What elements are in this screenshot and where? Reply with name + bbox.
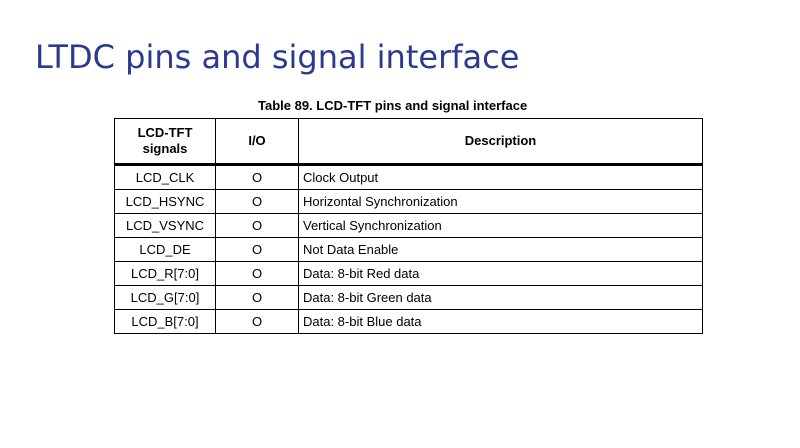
signal-cell: LCD_DE bbox=[114, 237, 216, 262]
description-cell: Data: 8-bit Green data bbox=[298, 285, 703, 310]
io-cell: O bbox=[215, 285, 299, 310]
table-row: LCD_R[7:0] O Data: 8-bit Red data bbox=[114, 261, 703, 286]
header-signals: LCD-TFT signals bbox=[114, 118, 216, 166]
io-cell: O bbox=[215, 237, 299, 262]
table-row: LCD_DE O Not Data Enable bbox=[114, 237, 703, 262]
table-row: LCD_CLK O Clock Output bbox=[114, 164, 703, 190]
signals-table: LCD-TFT signals I/O Description LCD_CLK … bbox=[114, 118, 703, 334]
signal-cell: LCD_R[7:0] bbox=[114, 261, 216, 286]
table-row: LCD_HSYNC O Horizontal Synchronization bbox=[114, 189, 703, 214]
slide-title: LTDC pins and signal interface bbox=[35, 38, 520, 76]
signal-cell: LCD_VSYNC bbox=[114, 213, 216, 238]
description-cell: Data: 8-bit Blue data bbox=[298, 309, 703, 334]
description-cell: Horizontal Synchronization bbox=[298, 189, 703, 214]
header-io: I/O bbox=[215, 118, 299, 166]
io-cell: O bbox=[215, 164, 299, 190]
io-cell: O bbox=[215, 261, 299, 286]
signal-cell: LCD_HSYNC bbox=[114, 189, 216, 214]
table-row: LCD_G[7:0] O Data: 8-bit Green data bbox=[114, 285, 703, 310]
description-cell: Clock Output bbox=[298, 164, 703, 190]
io-cell: O bbox=[215, 309, 299, 334]
header-description: Description bbox=[298, 118, 703, 166]
description-cell: Data: 8-bit Red data bbox=[298, 261, 703, 286]
io-cell: O bbox=[215, 213, 299, 238]
signal-cell: LCD_CLK bbox=[114, 164, 216, 190]
table-row: LCD_VSYNC O Vertical Synchronization bbox=[114, 213, 703, 238]
table-header-row: LCD-TFT signals I/O Description bbox=[114, 118, 703, 166]
signal-cell: LCD_G[7:0] bbox=[114, 285, 216, 310]
table-caption: Table 89. LCD-TFT pins and signal interf… bbox=[258, 98, 528, 113]
io-cell: O bbox=[215, 189, 299, 214]
description-cell: Vertical Synchronization bbox=[298, 213, 703, 238]
table-row: LCD_B[7:0] O Data: 8-bit Blue data bbox=[114, 309, 703, 334]
description-cell: Not Data Enable bbox=[298, 237, 703, 262]
signal-cell: LCD_B[7:0] bbox=[114, 309, 216, 334]
